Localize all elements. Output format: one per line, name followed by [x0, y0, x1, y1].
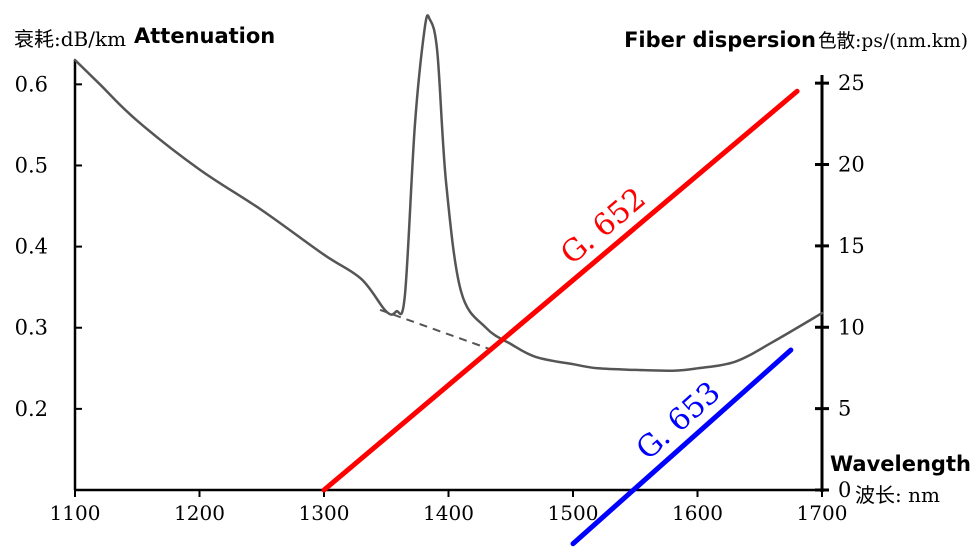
right-axis-label-en: Fiber dispersion [624, 28, 816, 52]
left-axis-label-en: Attenuation [134, 24, 275, 48]
y-right-tick-label: 10 [838, 315, 865, 339]
y-left-ticks: 0.2 0.3 0.4 0.5 0.6 [15, 72, 82, 421]
left-axis-label-cn: 衰耗:dB/km [14, 27, 126, 51]
x-tick-label: 1700 [797, 501, 848, 525]
y-right-tick-label: 0 [838, 478, 851, 502]
y-right-ticks: 0 5 10 15 20 25 [815, 71, 865, 502]
x-ticks: 1100 1200 1300 1400 1500 1600 1700 [50, 490, 848, 525]
attenuation-curve [73, 14, 824, 373]
x-tick-label: 1100 [50, 501, 101, 525]
y-right-tick-label: 25 [838, 71, 865, 95]
y-right-tick-label: 20 [838, 153, 865, 177]
x-tick-label: 1400 [423, 501, 474, 525]
x-tick-label: 1500 [548, 501, 599, 525]
x-axis-label-en: Wavelength [830, 452, 971, 476]
y-right-tick-label: 15 [838, 234, 865, 258]
y-left-tick-label: 0.2 [15, 397, 48, 421]
y-right-tick-label: 5 [838, 397, 851, 421]
x-axis-label-cn: 波长: nm [855, 483, 940, 507]
right-axis-label-cn: 色散:ps/(nm.km) [818, 30, 968, 52]
series-line-g652 [321, 88, 800, 493]
y-left-tick-label: 0.6 [15, 72, 48, 96]
x-tick-label: 1200 [174, 501, 225, 525]
y-left-tick-label: 0.4 [15, 235, 48, 259]
x-tick-label: 1300 [299, 501, 350, 525]
y-left-tick-label: 0.5 [15, 153, 48, 177]
y-left-tick-label: 0.3 [15, 316, 48, 340]
series-line-g653 [570, 347, 794, 547]
x-tick-label: 1600 [672, 501, 723, 525]
attenuation-dashed-baseline [379, 308, 499, 354]
